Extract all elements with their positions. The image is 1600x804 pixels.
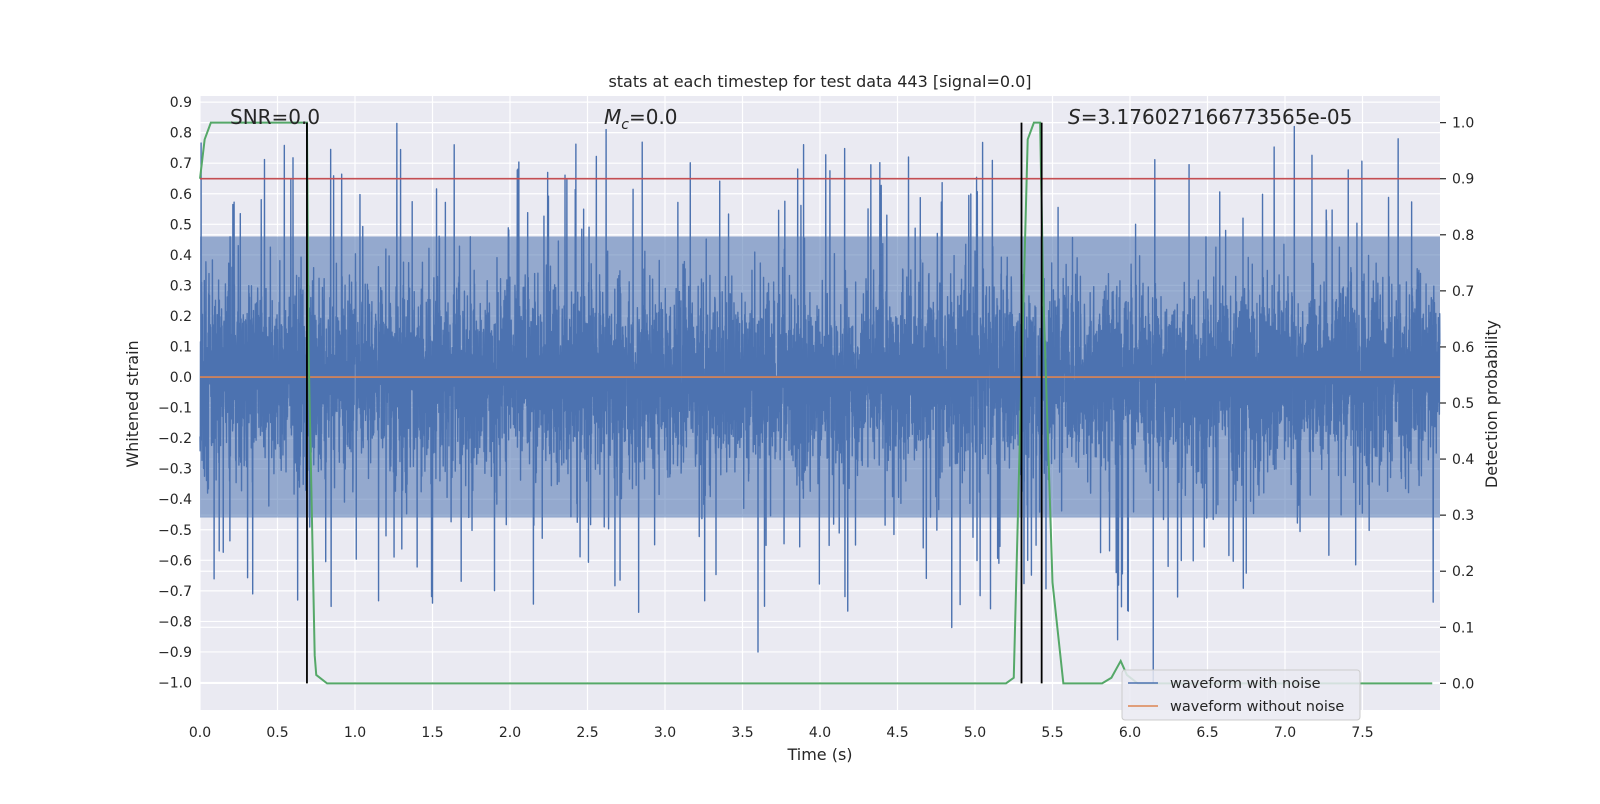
annotation-chirp-mass: Mc=0.0: [604, 105, 678, 133]
y-tick-label: 0.0: [170, 370, 192, 386]
y2-tick-label: 0.8: [1452, 228, 1474, 244]
y-tick-label: 0.6: [170, 187, 192, 203]
x-tick-label: 7.5: [1351, 725, 1373, 741]
y2-tick-label: 0.4: [1452, 452, 1474, 468]
y2-tick-label: 0.0: [1452, 676, 1474, 692]
y-tick-label: 0.7: [170, 156, 192, 172]
y2-tick-label: 0.7: [1452, 284, 1474, 300]
y-tick-label: −0.5: [158, 523, 192, 539]
legend: waveform with noise waveform without noi…: [1121, 669, 1361, 721]
y-tick-label: 0.9: [170, 95, 192, 111]
x-tick-label: 4.0: [809, 725, 831, 741]
x-tick-label: 6.5: [1196, 725, 1218, 741]
y2-tick-labels: 1.0 0.9 0.8 0.7 0.6 0.5 0.4 0.3 0.2 0.1 0.0: [1440, 116, 1474, 692]
y-tick-label: −0.2: [158, 431, 192, 447]
s-value: =3.176027166773565e-05: [1081, 105, 1353, 129]
x-tick-label: 2.5: [576, 725, 598, 741]
y2-tick-label: 1.0: [1452, 116, 1474, 132]
x-tick-label: 7.0: [1274, 725, 1296, 741]
mc-symbol: M: [604, 105, 621, 129]
x-tick-label: 0.5: [266, 725, 288, 741]
x-tick-label: 6.0: [1119, 725, 1141, 741]
chart-title: stats at each timestep for test data 443…: [608, 72, 1031, 91]
annotation-snr: SNR=0.0: [230, 105, 320, 129]
y2-tick-label: 0.6: [1452, 340, 1474, 356]
y2-tick-label: 0.3: [1452, 508, 1474, 524]
y-tick-label: −0.6: [158, 553, 192, 569]
y-tick-label: 0.4: [170, 248, 192, 264]
y-tick-label: 0.3: [170, 278, 192, 294]
mc-subscript: c: [621, 117, 629, 133]
y-tick-labels: 0.9 0.8 0.7 0.6 0.5 0.4 0.3 0.2 0.1 0.0 −0.1 −0.2 −0…: [158, 95, 192, 691]
y2-tick-label: 0.2: [1452, 564, 1474, 580]
y-axis-label: Whitened strain: [123, 340, 142, 467]
x-tick-labels: 0.0 0.5 1.0 1.5 2.0 2.5 3.0 3.5 4.0 4.5 5.0 5.5 6.0 6…: [189, 725, 1374, 741]
series-layer: [199, 121, 1441, 685]
y-tick-label: 0.5: [170, 217, 192, 233]
x-tick-label: 5.5: [1041, 725, 1063, 741]
x-tick-label: 3.0: [654, 725, 676, 741]
y2-tick-label: 0.1: [1452, 620, 1474, 636]
y2-tick-label: 0.5: [1452, 396, 1474, 412]
x-axis-label: Time (s): [786, 745, 852, 764]
y-tick-label: −0.9: [158, 645, 192, 661]
y2-tick-label: 0.9: [1452, 172, 1474, 188]
s-symbol: S: [1068, 105, 1081, 129]
y-tick-label: 0.2: [170, 309, 192, 325]
y2-axis-label: Detection probability: [1482, 320, 1501, 488]
x-tick-label: 4.5: [886, 725, 908, 741]
vertical-markers: [306, 122, 1043, 684]
x-tick-label: 3.5: [731, 725, 753, 741]
x-tick-label: 1.0: [344, 725, 366, 741]
y-tick-label: −0.4: [158, 492, 192, 508]
y-tick-label: −0.1: [158, 401, 192, 417]
y-tick-label: 0.1: [170, 339, 192, 355]
x-tick-label: 0.0: [189, 725, 211, 741]
y-tick-label: −0.8: [158, 614, 192, 630]
x-tick-label: 1.5: [421, 725, 443, 741]
annotation-s: S=3.176027166773565e-05: [1068, 105, 1352, 129]
legend-box: [1121, 669, 1361, 721]
y-tick-label: −0.7: [158, 584, 192, 600]
x-tick-label: 5.0: [964, 725, 986, 741]
mc-value: =0.0: [629, 105, 678, 129]
x-tick-label: 2.0: [499, 725, 521, 741]
series-waveform-with-noise: [199, 122, 1441, 684]
legend-label-noise: waveform with noise: [1170, 676, 1321, 692]
y-tick-label: −0.3: [158, 462, 192, 478]
y-tick-label: 0.8: [170, 126, 192, 142]
y-tick-label: −1.0: [158, 676, 192, 692]
legend-label-clean: waveform without noise: [1170, 699, 1344, 715]
